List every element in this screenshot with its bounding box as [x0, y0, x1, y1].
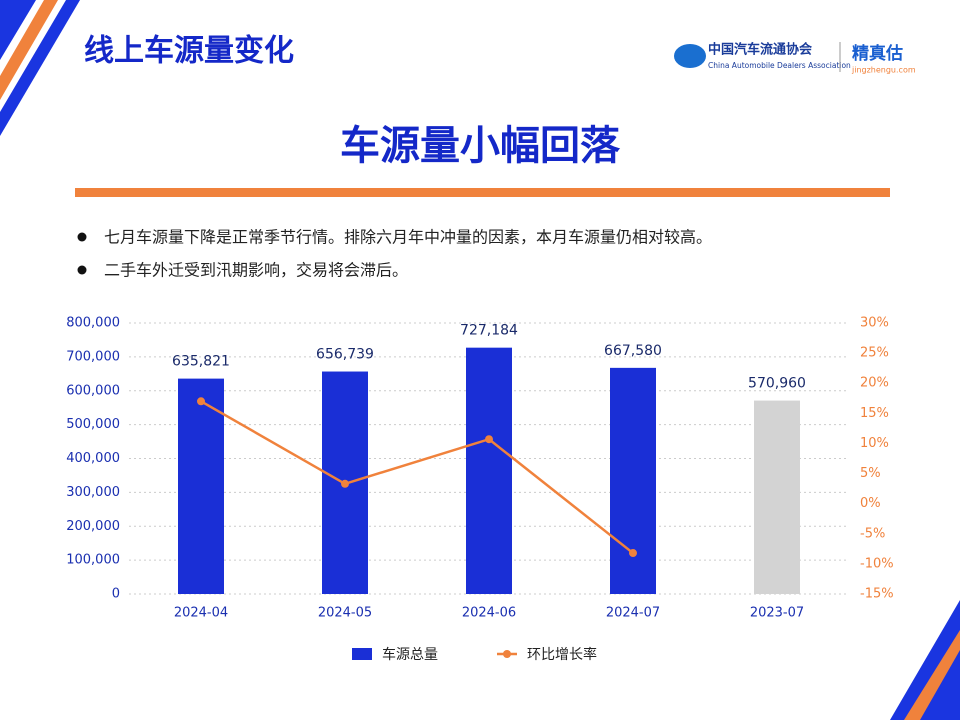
y2-tick-label: 0%: [860, 496, 881, 511]
headline: 车源量小幅回落: [340, 123, 621, 169]
x-tick-label: 2024-06: [462, 606, 516, 621]
legend-label: 车源总量: [382, 646, 438, 663]
y-tick-label: 500,000: [66, 417, 120, 432]
value-label: 635,821: [172, 354, 230, 370]
y2-tick-label: 5%: [860, 466, 881, 481]
slide-title: 线上车源量变化: [84, 34, 294, 69]
bar: [754, 400, 800, 594]
value-label: 667,580: [604, 343, 662, 359]
line-point: [629, 549, 637, 558]
bullet: 二手车外迁受到汛期影响，交易将会滞后。: [104, 261, 408, 280]
y-tick-label: 200,000: [66, 519, 120, 534]
line-point: [485, 435, 493, 444]
logo-en: China Automobile Dealers Association: [708, 61, 851, 70]
y-tick-label: 0: [112, 587, 120, 602]
bullet-dot: [77, 265, 87, 275]
x-tick-label: 2024-05: [318, 606, 372, 621]
y2-tick-label: 15%: [860, 406, 889, 421]
y-tick-label: 100,000: [66, 553, 120, 568]
y-tick-label: 700,000: [66, 349, 120, 364]
y2-tick-label: -5%: [860, 526, 885, 541]
x-tick-label: 2023-07: [750, 606, 804, 621]
value-label: 727,184: [460, 323, 518, 339]
corner-stripe: [0, 0, 58, 100]
line: [200, 400, 634, 555]
corner-stripe: [890, 600, 960, 720]
brand: 精真估: [852, 43, 903, 64]
y2-tick-label: -10%: [860, 556, 894, 571]
line-point: [197, 397, 205, 406]
legend-swatch: [503, 650, 511, 658]
logo-icon: [674, 44, 706, 68]
corner-stripe: [0, 0, 80, 136]
y-tick-label: 300,000: [66, 485, 120, 500]
corner-stripe: [0, 0, 36, 60]
brand-url: jingzhengu.com: [851, 66, 916, 75]
y2-tick-label: -15%: [860, 587, 894, 602]
y-tick-label: 400,000: [66, 451, 120, 466]
y-tick-label: 600,000: [66, 383, 120, 398]
y2-tick-label: 10%: [860, 436, 889, 451]
bullet: 七月车源量下降是正常季节行情。排除六月年中冲量的因素，本月车源量仍相对较高。: [104, 228, 712, 247]
x-tick-label: 2024-04: [174, 606, 228, 621]
line-point: [341, 479, 349, 488]
y2-tick-label: 20%: [860, 376, 889, 391]
y-tick-label: 800,000: [66, 316, 120, 331]
value-label: 570,960: [748, 376, 806, 392]
y2-tick-label: 30%: [860, 316, 889, 331]
x-tick-label: 2024-07: [606, 606, 660, 621]
value-label: 656,739: [316, 347, 374, 363]
legend-swatch: [352, 648, 372, 660]
y2-tick-label: 25%: [860, 346, 889, 361]
logo-cn: 中国汽车流通协会: [708, 42, 813, 58]
bar: [466, 347, 512, 594]
legend-label: 环比增长率: [527, 646, 597, 663]
bar: [610, 367, 656, 594]
bar: [178, 378, 224, 594]
bullet-dot: [77, 232, 87, 242]
divider: [75, 188, 890, 197]
corner-stripe: [904, 630, 960, 720]
